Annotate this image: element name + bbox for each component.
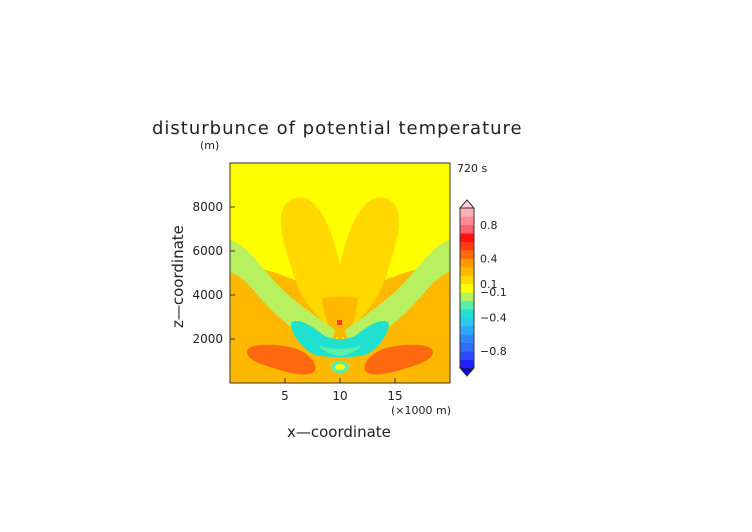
colorbar-under-triangle bbox=[458, 367, 476, 377]
contour-side-wings-right bbox=[345, 240, 450, 348]
colorbar-swatch bbox=[460, 292, 474, 301]
y-tick-label: 4000 bbox=[192, 288, 223, 302]
colorbar-swatch bbox=[460, 359, 474, 369]
plot-area bbox=[230, 163, 450, 383]
colorbar-swatch bbox=[460, 216, 474, 226]
colorbar-swatch bbox=[460, 241, 474, 251]
colorbar-swatch bbox=[460, 334, 474, 344]
colorbar-swatch bbox=[460, 283, 474, 293]
colorbar-swatch bbox=[460, 250, 474, 259]
contour-side-wings-left bbox=[230, 240, 335, 348]
y-tick-label: 2000 bbox=[192, 332, 223, 346]
x-tick-label: 10 bbox=[332, 389, 347, 403]
colorbar-label: −0.1 bbox=[480, 286, 507, 299]
x-tick-label: 5 bbox=[281, 389, 289, 403]
contour-cold-arc bbox=[291, 320, 389, 358]
y-axis: 2000 4000 6000 8000 bbox=[192, 200, 235, 346]
colorbar-swatch bbox=[460, 275, 474, 285]
x-unit-label: (×1000 m) bbox=[391, 404, 451, 417]
time-label: 720 s bbox=[457, 162, 487, 175]
colorbar: 0.8 0.4 0.1−0.1 −0.4 −0.8 bbox=[458, 199, 507, 377]
colorbar-swatch bbox=[460, 342, 474, 352]
contour-bottom-center-core bbox=[335, 364, 345, 370]
y-axis-label: z—coordinate bbox=[169, 225, 187, 328]
colorbar-label: 0.1 bbox=[480, 278, 498, 291]
colorbar-swatch bbox=[460, 258, 474, 268]
x-axis-label: x—coordinate bbox=[287, 423, 391, 441]
y-tick-label: 6000 bbox=[192, 244, 223, 258]
colorbar-label: 0.4 bbox=[480, 253, 498, 266]
colorbar-swatch bbox=[460, 317, 474, 327]
colorbar-swatch bbox=[460, 351, 474, 360]
colorbar-frame bbox=[459, 207, 475, 369]
colorbar-label: −0.4 bbox=[480, 311, 507, 324]
x-tick-label: 15 bbox=[387, 389, 402, 403]
colorbar-swatch bbox=[460, 309, 474, 318]
center-point bbox=[337, 320, 342, 325]
chart-title: disturbunce of potential temperature bbox=[152, 118, 523, 139]
colorbar-label: 0.8 bbox=[480, 219, 498, 232]
y-tick-label: 8000 bbox=[192, 200, 223, 214]
colorbar-swatch bbox=[460, 325, 474, 335]
colorbar-swatch bbox=[460, 224, 474, 234]
x-axis: 5 10 15 bbox=[281, 378, 403, 403]
colorbar-label: −0.8 bbox=[480, 345, 507, 358]
colorbar-swatch bbox=[460, 233, 474, 242]
colorbar-over-triangle bbox=[458, 199, 476, 209]
colorbar-swatch bbox=[460, 208, 474, 217]
colorbar-swatch bbox=[460, 266, 474, 276]
y-unit-label: (m) bbox=[200, 139, 219, 152]
contour-heart-lobes bbox=[280, 197, 400, 335]
contour-right-red-lobe bbox=[364, 344, 433, 375]
colorbar-swatch bbox=[460, 300, 474, 310]
contour-cold-arc-inner bbox=[318, 345, 362, 356]
contour-left-red-lobe bbox=[247, 344, 316, 375]
